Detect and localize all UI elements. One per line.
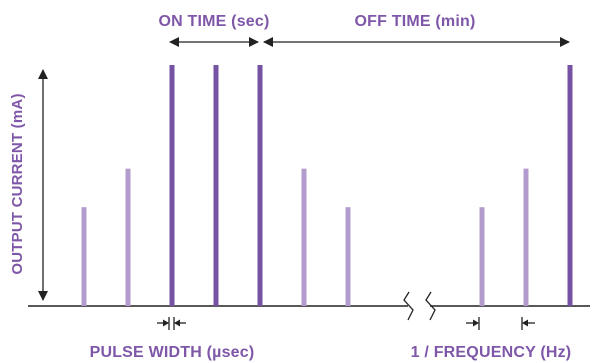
period-marker: [466, 317, 535, 330]
pulse-train: [81, 65, 573, 306]
pulse-bar: [523, 168, 529, 306]
pulse-bar: [479, 207, 485, 306]
pulse-bar: [169, 65, 175, 306]
pulse-bar: [567, 65, 573, 306]
pulse-bar: [125, 168, 131, 306]
axis-break-right: [425, 291, 436, 321]
pulse-bar: [213, 65, 219, 306]
on-time-label: ON TIME (sec): [158, 13, 269, 30]
frequency-label: 1 / FREQUENCY (Hz): [411, 344, 572, 361]
pulse-bar: [81, 207, 87, 306]
off-time-label: OFF TIME (min): [354, 13, 475, 30]
pulse-bar: [257, 65, 263, 306]
pulse-bar: [345, 207, 351, 306]
pulse-bar: [301, 168, 307, 306]
axis-break-left: [403, 291, 414, 321]
pulse-width-label: PULSE WIDTH (µsec): [90, 344, 255, 361]
output-current-label: OUTPUT CURRENT (mA): [9, 93, 26, 274]
pulse-width-marker: [157, 317, 186, 330]
